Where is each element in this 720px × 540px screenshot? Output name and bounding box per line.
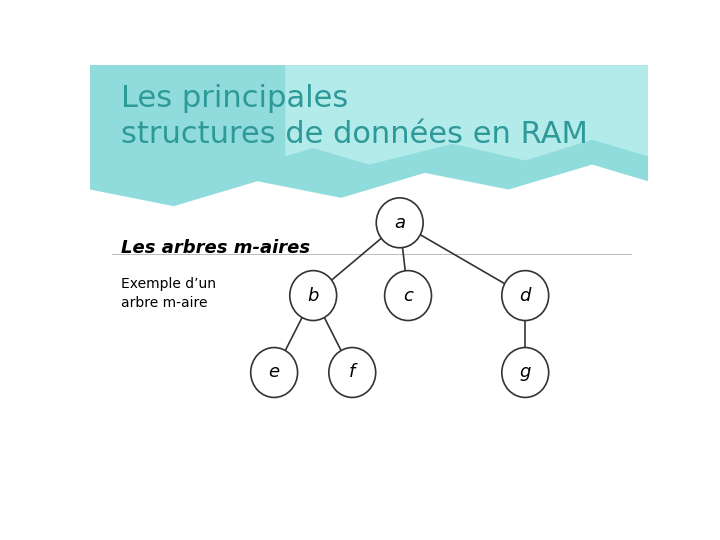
Ellipse shape: [384, 271, 431, 321]
Ellipse shape: [502, 348, 549, 397]
Ellipse shape: [377, 198, 423, 248]
Ellipse shape: [251, 348, 297, 397]
Text: d: d: [520, 287, 531, 305]
Polygon shape: [285, 65, 648, 165]
Text: e: e: [269, 363, 279, 381]
Text: structures de données en RAM: structures de données en RAM: [121, 120, 588, 148]
Text: f: f: [349, 363, 356, 381]
Text: b: b: [307, 287, 319, 305]
Ellipse shape: [502, 271, 549, 321]
Text: Exemple d’un
arbre m-aire: Exemple d’un arbre m-aire: [121, 277, 216, 310]
Text: g: g: [520, 363, 531, 381]
Text: c: c: [403, 287, 413, 305]
Text: Les arbres m-aires: Les arbres m-aires: [121, 239, 310, 258]
Text: a: a: [394, 214, 405, 232]
Ellipse shape: [289, 271, 337, 321]
Text: Les principales: Les principales: [121, 84, 348, 112]
Ellipse shape: [329, 348, 376, 397]
Polygon shape: [90, 65, 648, 206]
